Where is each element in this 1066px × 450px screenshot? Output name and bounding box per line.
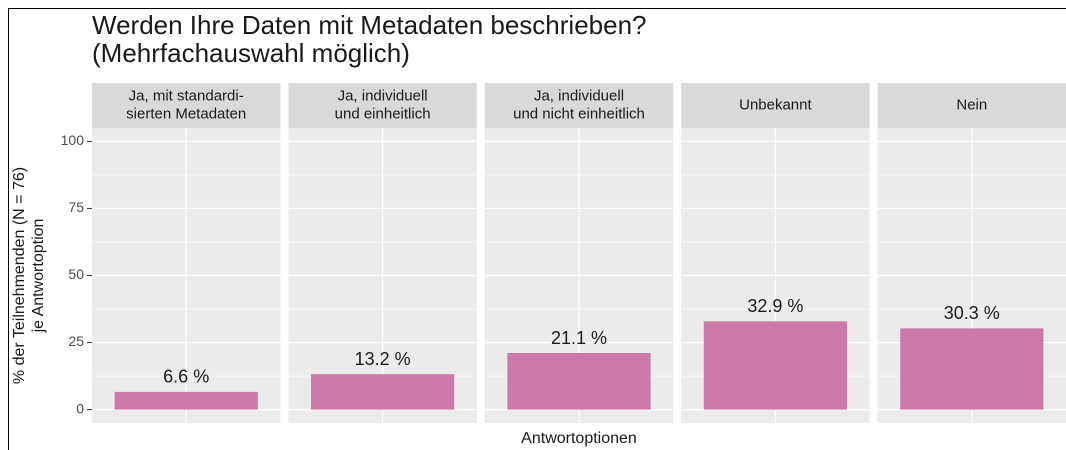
facet-label: Unbekannt [739, 96, 812, 113]
strip [877, 83, 1066, 128]
y-tick-label: 0 [76, 400, 84, 416]
strip [288, 83, 477, 128]
y-axis-title: je Antwortoption [30, 219, 47, 334]
facet-label: Ja, individuell [534, 87, 624, 104]
facet-label: und nicht einheitlich [513, 105, 645, 122]
facet-label: Nein [956, 96, 987, 113]
bar [900, 328, 1044, 410]
bar [507, 353, 651, 410]
bar [311, 374, 455, 410]
y-tick-label: 50 [68, 266, 84, 282]
value-label: 6.6 % [163, 367, 209, 387]
facet-label: Ja, individuell [338, 87, 428, 104]
y-tick-label: 25 [68, 333, 84, 349]
strip [484, 83, 674, 128]
x-axis-title: Antwortoptionen [521, 430, 637, 447]
bar [703, 321, 847, 410]
facet-label: Ja, mit standardi- [129, 87, 244, 104]
facet-label: und einheitlich [335, 105, 431, 122]
y-axis-title: % der Teilnehmenden (N = 76) [11, 167, 28, 384]
strip [681, 83, 870, 128]
value-label: 32.9 % [747, 296, 803, 316]
facet-label: sierten Metadaten [126, 105, 246, 122]
chart-title: Werden Ihre Daten mit Metadaten beschrie… [92, 10, 647, 40]
frame [8, 8, 1066, 450]
value-label: 30.3 % [944, 303, 1000, 323]
bar [114, 391, 258, 410]
chart-title: (Mehrfachauswahl möglich) [92, 38, 410, 68]
strip [92, 83, 281, 128]
y-tick-label: 100 [61, 132, 85, 148]
value-label: 13.2 % [355, 349, 411, 369]
y-tick-label: 75 [68, 199, 84, 215]
value-label: 21.1 % [551, 328, 607, 348]
